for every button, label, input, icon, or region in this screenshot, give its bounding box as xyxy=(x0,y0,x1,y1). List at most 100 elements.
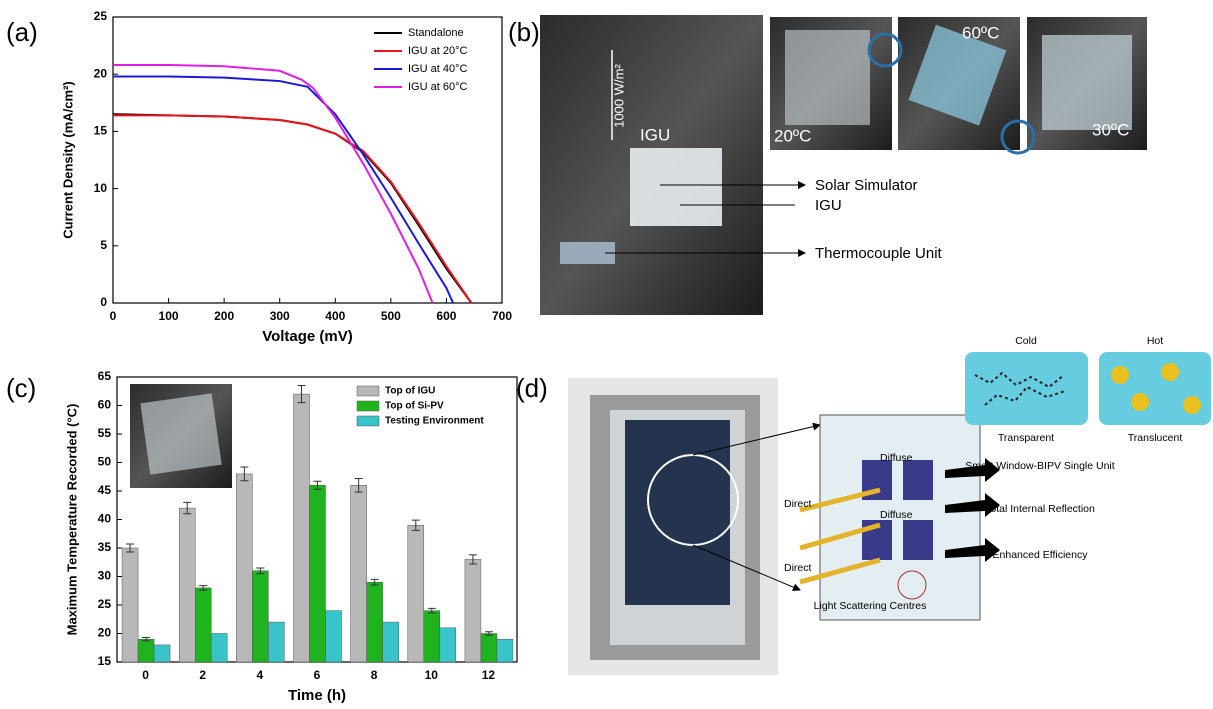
y-tick-label: 25 xyxy=(94,9,108,23)
y-tick-label: 25 xyxy=(98,597,112,611)
igu-cross-section xyxy=(819,414,981,621)
bar xyxy=(137,638,155,663)
temperature: 30ºC xyxy=(1092,120,1129,139)
diffuse-label: Diffuse xyxy=(880,452,913,464)
y-tick-label: 20 xyxy=(98,626,112,640)
error-bar xyxy=(256,567,265,575)
y-tick-label: 45 xyxy=(98,483,112,497)
x-tick-label: 300 xyxy=(270,309,290,323)
bar xyxy=(309,485,326,663)
x-tick-label: 6 xyxy=(314,668,321,682)
panel-label: (c) xyxy=(6,373,36,403)
state-box xyxy=(965,352,1088,425)
annotation: IGU xyxy=(815,197,842,214)
bar xyxy=(178,507,196,663)
y-tick-label: 10 xyxy=(94,181,108,195)
temperature: 60ºC xyxy=(962,23,999,42)
y-tick-label: 20 xyxy=(94,66,108,80)
y-tick-label: 60 xyxy=(98,398,112,412)
x-axis-label: Voltage (mV) xyxy=(262,328,353,345)
diagram-panel: Diffuse Diffuse Direct Direct Smart Wind… xyxy=(568,335,1211,675)
y-axis-label: Current Density (mA/cm²) xyxy=(60,81,75,238)
panel-label: (a) xyxy=(6,17,38,47)
annotation: Thermocouple Unit xyxy=(815,245,943,262)
legend-swatch xyxy=(356,415,380,427)
legend-swatch xyxy=(356,400,380,412)
y-tick-label: 30 xyxy=(98,569,112,583)
line-series xyxy=(113,114,473,304)
y-tick-label: 15 xyxy=(98,654,112,668)
plot-frame xyxy=(112,16,503,304)
bar xyxy=(210,633,228,663)
bar xyxy=(496,638,514,663)
bar xyxy=(464,559,482,663)
error-bar xyxy=(370,578,379,586)
error-bar xyxy=(126,543,135,553)
y-tick-label: 35 xyxy=(98,540,112,554)
legend-label: IGU at 20°C xyxy=(408,45,467,57)
y-tick-label: 0 xyxy=(100,295,107,309)
state-caption: Translucent xyxy=(1128,432,1183,444)
x-tick-label: 100 xyxy=(159,309,179,323)
bar xyxy=(350,485,367,663)
bar xyxy=(268,621,285,663)
panel-label: (b) xyxy=(508,17,540,47)
state-caption: Transparent xyxy=(998,432,1054,444)
bar xyxy=(407,524,425,663)
x-tick-label: 500 xyxy=(381,309,401,323)
error-bar xyxy=(183,501,192,515)
legend-label: Standalone xyxy=(408,27,464,39)
bar xyxy=(236,473,253,663)
error-bar xyxy=(240,466,249,482)
ray-label: Direct xyxy=(784,498,812,510)
bar xyxy=(366,581,383,663)
annotation: Solar Simulator xyxy=(815,177,918,194)
bar xyxy=(325,610,342,663)
ray-label: Direct xyxy=(784,562,812,574)
line-series xyxy=(112,113,473,304)
legend-label: Top of IGU xyxy=(385,386,435,397)
error-bar xyxy=(411,519,420,531)
legend-swatch xyxy=(356,385,380,397)
line-series xyxy=(113,64,434,304)
bar xyxy=(252,570,269,663)
y-tick-label: 15 xyxy=(94,124,108,138)
igu-sample xyxy=(630,148,722,226)
x-tick-label: 400 xyxy=(325,309,345,323)
centres-label: Light Scattering Centres xyxy=(814,600,927,612)
bar xyxy=(423,610,441,663)
error-bar xyxy=(199,585,208,591)
x-tick-label: 600 xyxy=(436,309,456,323)
bar xyxy=(194,587,212,663)
x-tick-label: 8 xyxy=(371,668,378,682)
x-axis-label: Time (h) xyxy=(288,687,346,704)
bar xyxy=(293,393,310,663)
y-tick-label: 50 xyxy=(98,455,112,469)
temperature: 20ºC xyxy=(774,126,811,145)
error-bar xyxy=(297,385,306,404)
bar xyxy=(439,627,457,663)
y-tick-label: 5 xyxy=(100,238,107,252)
error-bar xyxy=(313,480,322,490)
line-series xyxy=(113,75,455,304)
error-bar xyxy=(427,607,436,614)
bar xyxy=(480,633,498,663)
state-box xyxy=(1099,352,1211,425)
diffuse-label: Diffuse xyxy=(880,509,913,521)
legend-label: Testing Environment xyxy=(385,416,484,427)
y-axis-label: Maximum Temperature Recorded (°C) xyxy=(64,404,79,636)
y-tick-label: 55 xyxy=(98,426,112,440)
state-title: Hot xyxy=(1147,335,1163,347)
thermocouple xyxy=(560,242,615,264)
x-tick-label: 200 xyxy=(214,309,234,323)
x-tick-label: 0 xyxy=(142,668,149,682)
bar xyxy=(153,644,171,663)
outcome: Smart Window-BIPV Single Unit xyxy=(965,460,1114,472)
x-tick-label: 700 xyxy=(492,309,512,323)
outcome: Enhanced Efficiency xyxy=(993,549,1089,561)
state-title: Cold xyxy=(1015,335,1037,347)
x-tick-label: 10 xyxy=(425,668,439,682)
y-tick-label: 65 xyxy=(98,369,112,383)
error-bar xyxy=(142,636,151,642)
